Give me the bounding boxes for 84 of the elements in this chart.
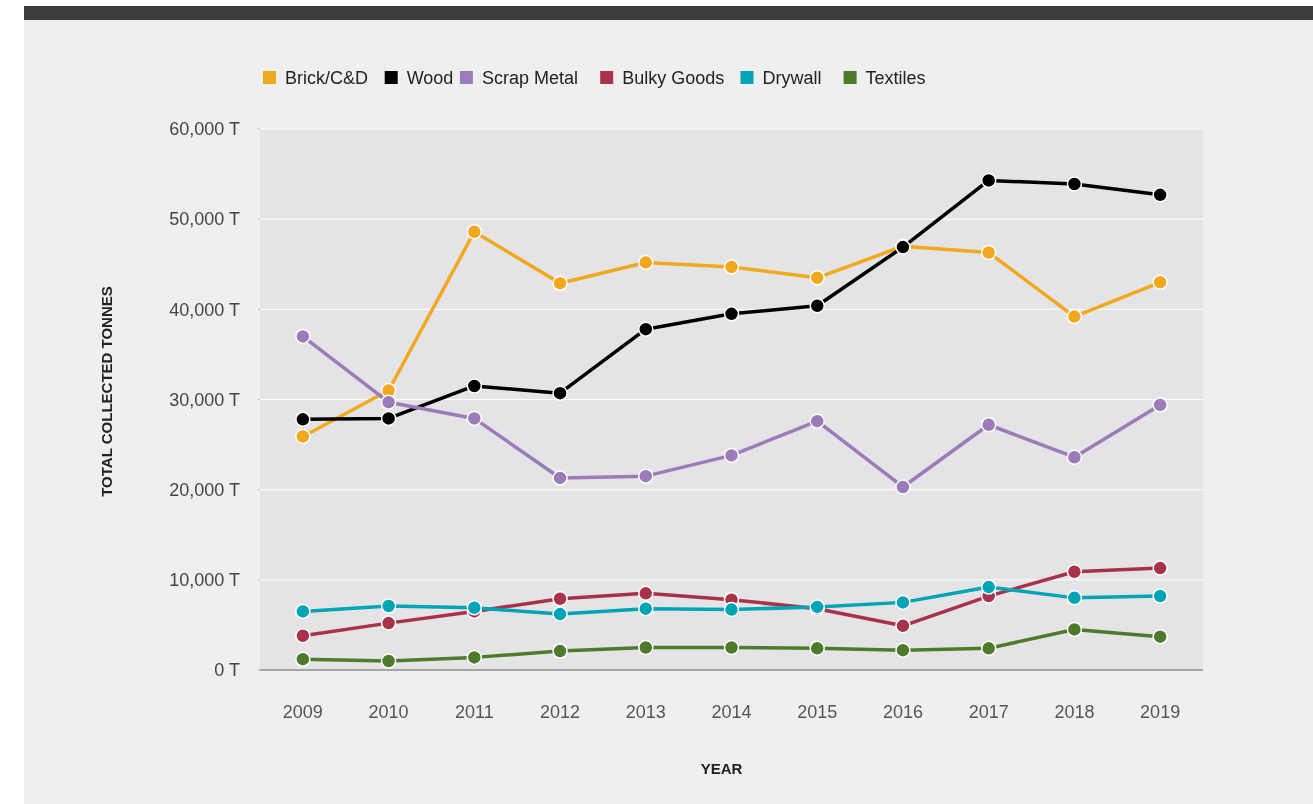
x-tick-label: 2009 xyxy=(282,702,323,722)
point xyxy=(723,259,740,275)
point xyxy=(1066,449,1083,465)
x-tick-label: 2011 xyxy=(454,702,494,722)
point xyxy=(1066,621,1083,638)
point xyxy=(466,600,483,616)
y-tick-label: 30,000 T xyxy=(169,389,240,410)
point xyxy=(1152,628,1168,645)
point xyxy=(638,585,654,602)
point xyxy=(552,606,568,622)
point xyxy=(723,639,740,656)
point xyxy=(380,394,397,410)
point xyxy=(980,417,997,433)
point xyxy=(1152,397,1168,413)
point xyxy=(895,594,911,611)
point xyxy=(295,651,311,667)
point xyxy=(1152,187,1168,203)
y-axis-title: TOTAL COLLECTED TONNES xyxy=(98,286,115,497)
point xyxy=(809,270,825,286)
point xyxy=(809,297,825,314)
x-tick-label: 2018 xyxy=(1054,702,1095,722)
x-tick-label: 2017 xyxy=(968,702,1009,722)
point xyxy=(1066,563,1083,580)
y-tick-label: 50,000 T xyxy=(169,209,240,230)
y-tick-label: 0 T xyxy=(214,660,240,681)
point xyxy=(295,328,311,345)
point xyxy=(552,470,568,486)
point xyxy=(895,642,911,658)
point xyxy=(980,244,997,261)
point xyxy=(723,306,740,322)
point xyxy=(552,275,568,291)
point xyxy=(380,410,397,427)
y-tick-label: 60,000 T xyxy=(169,119,240,140)
legend-label: Drywall xyxy=(762,68,822,88)
point xyxy=(980,172,997,189)
legend-label: Wood xyxy=(406,68,454,88)
y-tick-label: 20,000 T xyxy=(169,479,240,500)
point xyxy=(380,598,397,614)
point xyxy=(809,413,825,429)
point xyxy=(552,591,568,607)
x-tick-label: 2014 xyxy=(711,702,752,722)
point xyxy=(552,643,568,659)
point xyxy=(295,627,311,644)
legend-label: Brick/C&D xyxy=(285,68,369,88)
point xyxy=(380,653,397,669)
y-tick-label: 40,000 T xyxy=(169,299,240,320)
legend-label: Textiles xyxy=(865,68,926,88)
legend-label: Bulky Goods xyxy=(622,68,725,88)
x-tick-label: 2019 xyxy=(1140,702,1181,722)
point xyxy=(895,618,911,634)
point xyxy=(638,600,654,617)
x-tick-label: 2015 xyxy=(797,702,838,722)
point xyxy=(723,447,740,464)
point xyxy=(466,649,483,666)
x-tick-label: 2010 xyxy=(368,702,409,722)
point xyxy=(295,411,311,428)
point xyxy=(638,254,654,271)
point xyxy=(638,321,654,337)
x-tick-label: 2013 xyxy=(625,702,666,722)
y-tick-label: 10,000 T xyxy=(169,570,240,591)
point xyxy=(1152,588,1168,604)
legend-label: Scrap Metal xyxy=(481,68,578,88)
point xyxy=(295,603,311,620)
point xyxy=(723,601,740,618)
point xyxy=(1152,560,1168,576)
point xyxy=(980,640,997,657)
point xyxy=(552,385,568,401)
point xyxy=(466,378,483,394)
point xyxy=(295,428,311,445)
point xyxy=(1066,176,1083,192)
point xyxy=(895,479,911,495)
point xyxy=(1066,308,1083,325)
point xyxy=(809,640,825,657)
point xyxy=(638,468,654,484)
point xyxy=(466,224,483,240)
point xyxy=(380,615,397,631)
x-tick-label: 2016 xyxy=(882,702,923,722)
point xyxy=(466,410,483,427)
point xyxy=(1066,590,1083,606)
x-tick-label: 2012 xyxy=(540,702,581,722)
point xyxy=(638,639,654,656)
point xyxy=(980,579,997,595)
point xyxy=(1152,274,1168,291)
x-axis-title: YEAR xyxy=(700,760,743,777)
